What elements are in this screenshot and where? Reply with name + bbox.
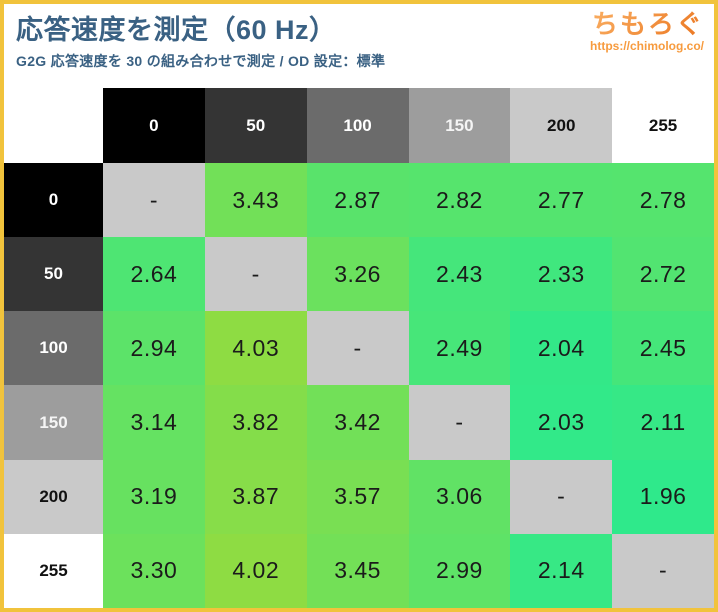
page-subtitle: G2G 応答速度を 30 の組み合わせで測定 / OD 設定：標準 xyxy=(16,52,386,69)
row-header-150: 150 xyxy=(4,385,103,460)
heatmap-cell-255-50: 4.02 xyxy=(204,533,307,608)
corner-cell xyxy=(4,88,103,163)
col-header-0: 0 xyxy=(103,88,205,163)
heatmap-cell-50-0: 2.64 xyxy=(103,237,205,312)
diagonal-cell-255-255: - xyxy=(612,533,714,608)
heatmap-cell-100-150: 2.49 xyxy=(408,311,511,386)
row-header-50: 50 xyxy=(4,237,103,312)
heatmap-cell-100-200: 2.04 xyxy=(510,311,613,386)
heatmap-cell-50-200: 2.33 xyxy=(510,237,613,312)
heatmap-cell-0-50: 3.43 xyxy=(204,163,307,238)
heatmap-cell-0-200: 2.77 xyxy=(510,163,613,238)
diagonal-cell-50-50: - xyxy=(204,237,307,312)
diagonal-cell-150-150: - xyxy=(408,385,511,460)
site-logo-text: ちもろぐ xyxy=(591,9,704,39)
heatmap-cell-50-150: 2.43 xyxy=(408,237,511,312)
heatmap-cell-200-150: 3.06 xyxy=(408,459,511,534)
title-block: 応答速度を測定（60 Hz） G2G 応答速度を 30 の組み合わせで測定 / … xyxy=(16,14,385,71)
heatmap-cell-150-100: 3.42 xyxy=(306,385,409,460)
col-header-255: 255 xyxy=(612,88,714,163)
diagonal-cell-100-100: - xyxy=(306,311,409,386)
row-header-255: 255 xyxy=(4,533,103,608)
col-header-150: 150 xyxy=(408,88,511,163)
row-header-0: 0 xyxy=(4,163,103,238)
heatmap-cell-150-200: 2.03 xyxy=(510,385,613,460)
heatmap-cell-0-255: 2.78 xyxy=(612,163,714,238)
heatmap-cell-100-255: 2.45 xyxy=(612,311,714,386)
site-logo-url: https://chimolog.co/ xyxy=(590,38,704,53)
heatmap-cell-255-150: 2.99 xyxy=(408,533,511,608)
heatmap-cell-150-0: 3.14 xyxy=(103,385,205,460)
diagonal-cell-200-200: - xyxy=(510,459,613,534)
col-header-50: 50 xyxy=(204,88,307,163)
heatmap-cell-200-50: 3.87 xyxy=(204,459,307,534)
heatmap-cell-0-150: 2.82 xyxy=(408,163,511,238)
heatmap-cell-200-255: 1.96 xyxy=(612,459,714,534)
heatmap-cell-50-100: 3.26 xyxy=(306,237,409,312)
heatmap-cell-255-100: 3.45 xyxy=(306,533,409,608)
row-header-200: 200 xyxy=(4,459,103,534)
heatmap-table: 0 50 100 150 200 255 0-3.43 2.87 2.82 2.77 2.78 50 2… xyxy=(4,88,714,608)
heatmap-cell-150-255: 2.11 xyxy=(612,385,714,460)
diagonal-cell-0-0: - xyxy=(103,163,205,238)
col-header-100: 100 xyxy=(306,88,409,163)
heatmap-cell-100-0: 2.94 xyxy=(103,311,205,386)
heatmap-cell-200-100: 3.57 xyxy=(306,459,409,534)
col-header-200: 200 xyxy=(510,88,613,163)
heatmap-cell-200-0: 3.19 xyxy=(103,459,205,534)
heatmap-cell-255-200: 2.14 xyxy=(510,533,613,608)
page-title: 応答速度を測定（60 Hz） xyxy=(16,15,337,45)
heatmap-cell-255-0: 3.30 xyxy=(103,533,205,608)
heatmap-cell-50-255: 2.72 xyxy=(612,237,714,312)
heatmap-cell-100-50: 4.03 xyxy=(204,311,307,386)
heatmap-cell-0-100: 2.87 xyxy=(306,163,409,238)
site-logo: ちもろぐ https://chimolog.co/ xyxy=(590,10,704,53)
row-header-100: 100 xyxy=(4,311,103,386)
heatmap-cell-150-50: 3.82 xyxy=(204,385,307,460)
